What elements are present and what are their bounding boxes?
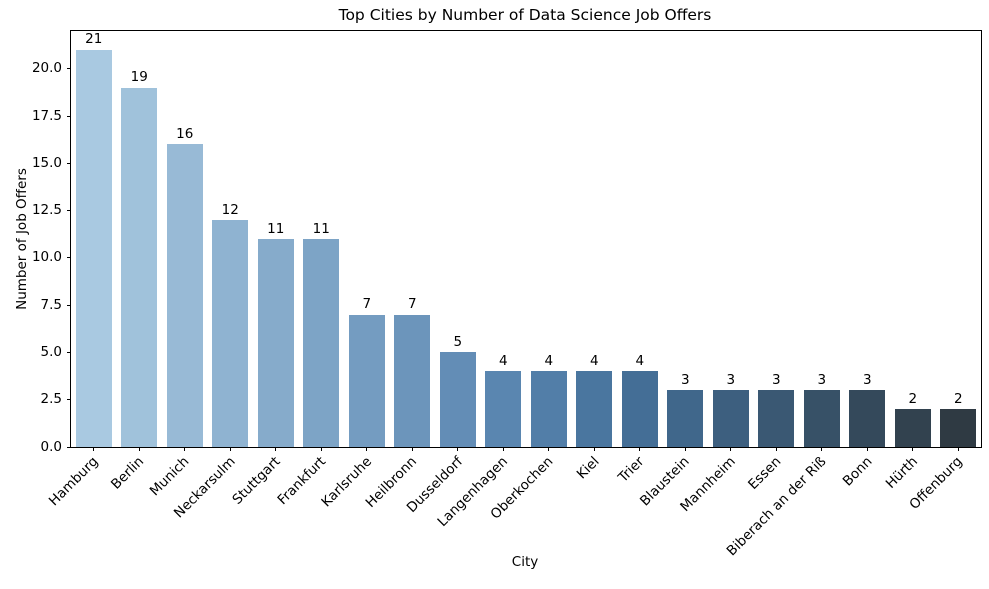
plot-area: 21 Hamburg 19 Berlin 16 Munich 12 Neckarsulm 11 S… <box>32 30 982 559</box>
x-tick <box>639 447 641 451</box>
y-tick <box>67 257 71 259</box>
bar <box>348 314 385 447</box>
bar <box>894 409 931 447</box>
y-axis-label: Number of Job Offers <box>14 168 30 310</box>
x-tick <box>138 447 140 451</box>
x-tick <box>912 447 914 451</box>
bar <box>758 390 795 447</box>
y-tick <box>67 115 71 117</box>
chart-title: Top Cities by Number of Data Science Job… <box>338 6 712 24</box>
y-tick-label: 15.0 <box>31 154 62 171</box>
x-tick-label: Stuttgart <box>229 453 284 508</box>
bar <box>212 220 249 447</box>
y-tick <box>67 351 71 353</box>
x-tick <box>548 447 550 451</box>
bar-value-label: 4 <box>544 352 554 369</box>
x-tick <box>93 447 95 451</box>
bar-value-label: 21 <box>85 31 103 48</box>
bar-value-label: 2 <box>908 390 918 407</box>
bar-value-label: 5 <box>453 333 463 350</box>
x-tick-label: Hürth <box>882 453 921 492</box>
bar-value-label: 3 <box>726 371 736 388</box>
x-tick <box>411 447 413 451</box>
bar <box>849 390 886 447</box>
x-tick <box>275 447 277 451</box>
y-tick <box>67 68 71 70</box>
y-tick-label: 20.0 <box>31 60 62 77</box>
y-tick <box>67 162 71 164</box>
bar <box>303 239 340 447</box>
x-tick <box>229 447 231 451</box>
x-axis-label: City <box>511 554 539 570</box>
bar-value-label: 19 <box>130 69 148 86</box>
bar-value-label: 2 <box>953 390 963 407</box>
x-tick-label: Trier <box>615 453 648 486</box>
bar-value-label: 3 <box>862 371 872 388</box>
bar-value-label: 7 <box>362 296 372 313</box>
bar-value-label: 12 <box>221 201 239 218</box>
bar-value-label: 11 <box>312 220 330 237</box>
x-tick <box>184 447 186 451</box>
y-tick-label: 7.5 <box>40 296 62 313</box>
x-tick-label: Hamburg <box>46 453 102 510</box>
x-tick <box>684 447 686 451</box>
bar-value-label: 16 <box>176 125 194 142</box>
x-tick-label: Berlin <box>108 453 148 493</box>
x-tick <box>821 447 823 451</box>
x-tick <box>502 447 504 451</box>
bar <box>439 352 476 447</box>
y-tick-label: 17.5 <box>31 107 62 124</box>
x-tick <box>775 447 777 451</box>
y-tick <box>67 446 71 448</box>
y-tick <box>67 304 71 306</box>
x-tick <box>866 447 868 451</box>
bar <box>257 239 294 447</box>
x-tick <box>457 447 459 451</box>
bar <box>576 371 613 447</box>
bar <box>166 144 203 447</box>
bar-value-label: 3 <box>771 371 781 388</box>
x-tick-label: Bonn <box>839 453 876 490</box>
bar <box>121 87 158 447</box>
y-tick <box>67 210 71 212</box>
bar <box>530 371 567 447</box>
x-tick-label: Munich <box>147 453 193 500</box>
bar-value-label: 7 <box>407 296 417 313</box>
bar <box>621 371 658 447</box>
x-tick <box>593 447 595 451</box>
x-tick <box>320 447 322 451</box>
x-tick <box>957 447 959 451</box>
x-tick-label: Essen <box>744 453 785 493</box>
bar <box>803 390 840 447</box>
bar-value-label: 4 <box>635 352 645 369</box>
bar-value-label: 4 <box>498 352 508 369</box>
y-tick-label: 0.0 <box>40 438 62 455</box>
bar-value-label: 11 <box>267 220 285 237</box>
y-tick-label: 2.5 <box>40 390 62 407</box>
bar-value-label: 3 <box>680 371 690 388</box>
bar <box>712 390 749 447</box>
y-tick-label: 10.0 <box>31 249 62 266</box>
y-tick-label: 5.0 <box>40 343 62 360</box>
bar-value-label: 3 <box>817 371 827 388</box>
y-tick-label: 12.5 <box>31 201 62 218</box>
bar <box>75 49 112 447</box>
bar <box>940 409 977 447</box>
x-tick-label: Kiel <box>573 453 603 483</box>
x-tick <box>730 447 732 451</box>
y-tick <box>67 399 71 401</box>
x-tick <box>366 447 368 451</box>
bar <box>394 314 431 447</box>
bar <box>485 371 522 447</box>
bar <box>667 390 704 447</box>
bar-value-label: 4 <box>589 352 599 369</box>
